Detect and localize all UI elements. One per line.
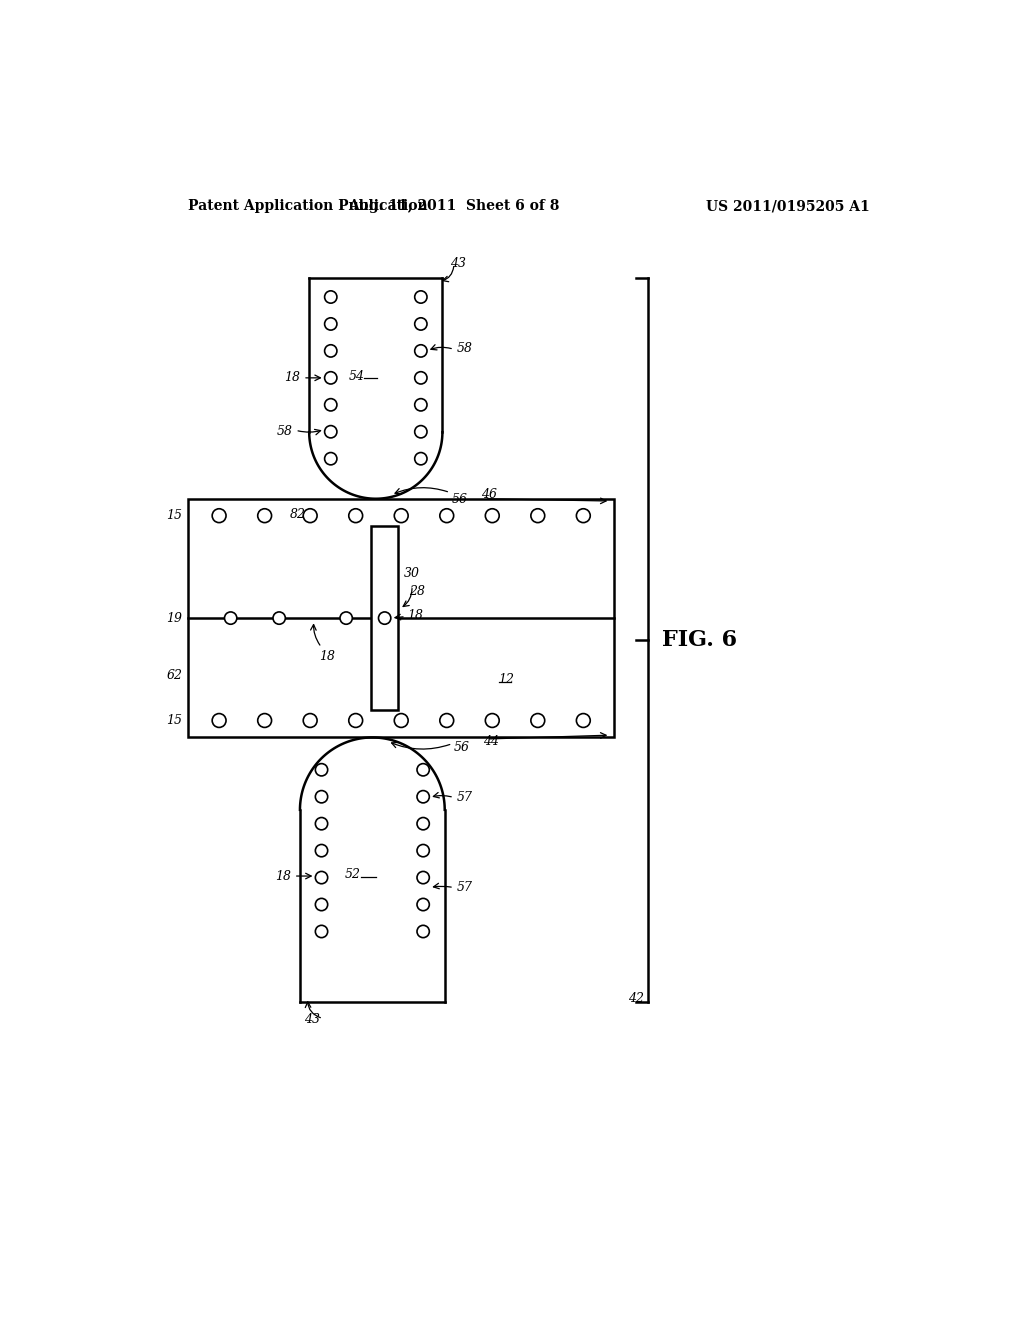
Bar (188, 499, 614, 738)
Circle shape (258, 714, 271, 727)
Circle shape (415, 372, 427, 384)
Circle shape (415, 399, 427, 411)
Circle shape (417, 763, 429, 776)
Text: Patent Application Publication: Patent Application Publication (188, 199, 428, 213)
Circle shape (349, 508, 362, 523)
Circle shape (577, 714, 590, 727)
Text: 58: 58 (457, 342, 472, 355)
Circle shape (485, 714, 499, 727)
Text: 12: 12 (499, 673, 515, 686)
Circle shape (315, 925, 328, 937)
Circle shape (325, 290, 337, 304)
Text: 18: 18 (319, 651, 335, 664)
Circle shape (417, 899, 429, 911)
Circle shape (415, 318, 427, 330)
Circle shape (212, 508, 226, 523)
Text: Aug. 11, 2011  Sheet 6 of 8: Aug. 11, 2011 Sheet 6 of 8 (348, 199, 560, 213)
Text: 18: 18 (284, 371, 300, 384)
Circle shape (415, 345, 427, 358)
Circle shape (394, 508, 409, 523)
Circle shape (325, 425, 337, 438)
Circle shape (417, 871, 429, 884)
Circle shape (440, 714, 454, 727)
Circle shape (315, 871, 328, 884)
Circle shape (303, 714, 317, 727)
Text: FIG. 6: FIG. 6 (662, 628, 737, 651)
Circle shape (485, 508, 499, 523)
Circle shape (212, 714, 226, 727)
Text: 56: 56 (452, 492, 468, 506)
Circle shape (315, 817, 328, 830)
Text: 82: 82 (290, 508, 305, 521)
Text: 43: 43 (451, 257, 466, 271)
Circle shape (394, 714, 409, 727)
Text: 43: 43 (304, 1014, 319, 1026)
Circle shape (224, 612, 237, 624)
Circle shape (325, 399, 337, 411)
Circle shape (315, 899, 328, 911)
Circle shape (315, 791, 328, 803)
Text: 18: 18 (408, 610, 423, 622)
Circle shape (315, 763, 328, 776)
Text: 58: 58 (276, 425, 292, 438)
Circle shape (417, 845, 429, 857)
Circle shape (258, 508, 271, 523)
Text: 46: 46 (481, 488, 497, 502)
Circle shape (340, 612, 352, 624)
Text: 57: 57 (457, 880, 472, 894)
Text: US 2011/0195205 A1: US 2011/0195205 A1 (706, 199, 869, 213)
Circle shape (325, 345, 337, 358)
Circle shape (440, 508, 454, 523)
Text: 42: 42 (628, 993, 644, 1006)
Circle shape (530, 714, 545, 727)
Circle shape (417, 791, 429, 803)
Text: 30: 30 (404, 566, 420, 579)
Circle shape (415, 453, 427, 465)
Text: 54: 54 (348, 370, 365, 383)
Circle shape (325, 318, 337, 330)
Circle shape (417, 925, 429, 937)
Circle shape (325, 372, 337, 384)
Circle shape (349, 714, 362, 727)
Text: 15: 15 (166, 510, 182, 523)
Text: 28: 28 (409, 585, 425, 598)
Text: 19: 19 (166, 611, 182, 624)
Text: 62: 62 (166, 669, 182, 682)
Circle shape (315, 845, 328, 857)
Circle shape (273, 612, 286, 624)
Circle shape (577, 508, 590, 523)
Circle shape (415, 290, 427, 304)
Text: 57: 57 (457, 791, 472, 804)
Text: 15: 15 (166, 714, 182, 727)
Circle shape (417, 817, 429, 830)
Circle shape (415, 425, 427, 438)
Text: 44: 44 (483, 735, 500, 748)
Circle shape (325, 453, 337, 465)
Circle shape (379, 612, 391, 624)
Text: 52: 52 (345, 869, 360, 880)
Text: 18: 18 (274, 870, 291, 883)
Circle shape (530, 508, 545, 523)
Bar (371, 525, 398, 710)
Circle shape (303, 508, 317, 523)
Text: 56: 56 (454, 742, 470, 754)
